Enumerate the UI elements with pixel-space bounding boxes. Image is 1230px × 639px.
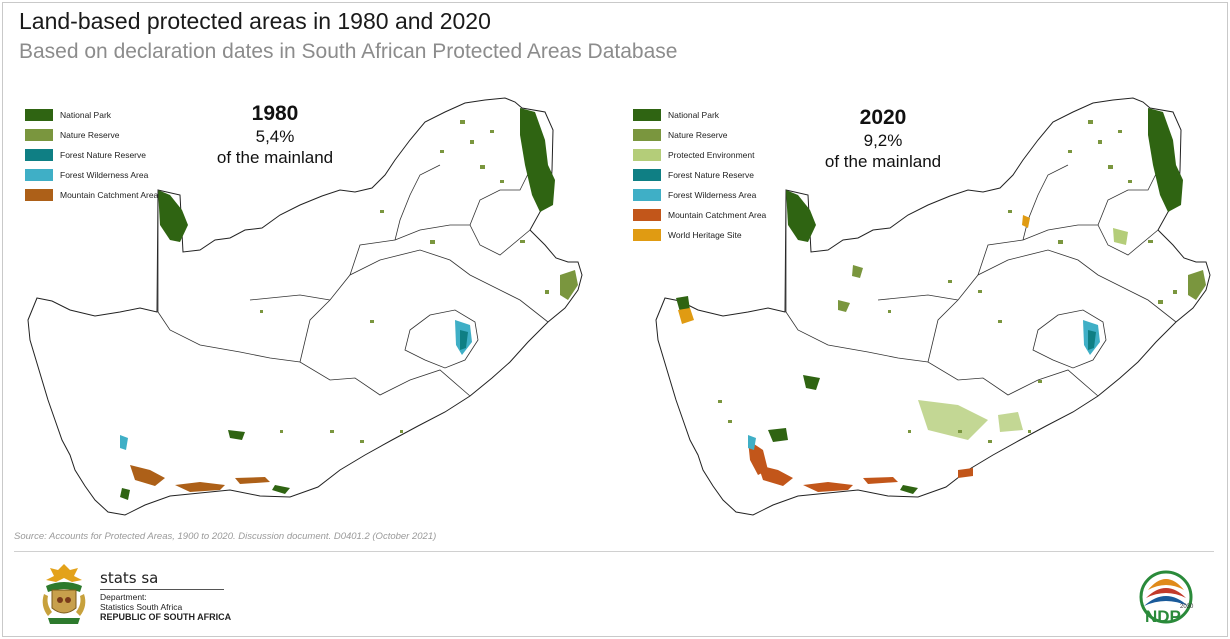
stat-description: of the mainland xyxy=(824,152,942,171)
legend-label: Mountain Catchment Area xyxy=(60,190,159,200)
ndp-text: NDP xyxy=(1145,607,1181,626)
stat-description: of the mainland xyxy=(216,148,334,167)
legend-item: Protected Environment xyxy=(633,145,766,165)
page-subtitle: Based on declaration dates in South Afri… xyxy=(19,40,678,63)
page-title: Land-based protected areas in 1980 and 2… xyxy=(19,8,491,34)
legend-label: Forest Wilderness Area xyxy=(60,170,149,180)
legend-item: Nature Reserve xyxy=(25,125,158,145)
legend-item: National Park xyxy=(25,105,158,125)
legend-swatch xyxy=(633,209,661,221)
brand-rule xyxy=(100,589,224,590)
legend-label: Forest Wilderness Area xyxy=(668,190,757,200)
ndp-2030-logo-icon: 2030 NDP xyxy=(1139,570,1194,626)
legend-item: Forest Nature Reserve xyxy=(633,165,766,185)
stat-year: 1980 xyxy=(251,102,299,125)
legend-label: World Heritage Site xyxy=(668,230,742,240)
legend-item: Mountain Catchment Area xyxy=(25,185,158,205)
country-name: REPUBLIC OF SOUTH AFRICA xyxy=(100,612,232,622)
footer-divider xyxy=(14,551,1214,552)
legend-swatch xyxy=(633,189,661,201)
brand-name: stats sa xyxy=(100,569,159,587)
map-2020 xyxy=(655,97,1211,516)
legend-swatch xyxy=(633,229,661,241)
legend-label: Protected Environment xyxy=(668,150,755,160)
legend-item: Nature Reserve xyxy=(633,125,766,145)
department-label: Department: xyxy=(100,592,147,602)
legend-swatch xyxy=(633,129,661,141)
ndp-year: 2030 xyxy=(1180,604,1194,610)
stat-percent: 9,2% xyxy=(863,131,903,150)
legend-swatch xyxy=(25,129,53,141)
legend-item: World Heritage Site xyxy=(633,225,766,245)
legend-item: Forest Wilderness Area xyxy=(25,165,158,185)
legend-swatch xyxy=(25,169,53,181)
legend-label: Mountain Catchment Area xyxy=(668,210,767,220)
legend-item: Mountain Catchment Area xyxy=(633,205,766,225)
legend-swatch xyxy=(633,169,661,181)
legend-label: Nature Reserve xyxy=(668,130,728,140)
legend-label: Forest Nature Reserve xyxy=(668,170,754,180)
stat-1980: 1980 5,4% of the mainland xyxy=(205,102,345,168)
provincial-boundaries xyxy=(785,159,1177,397)
stats-sa-logo: stats sa Department: Statistics South Af… xyxy=(100,569,231,622)
legend-item: National Park xyxy=(633,105,766,125)
legend-label: National Park xyxy=(668,110,720,120)
legend-swatch xyxy=(633,149,661,161)
stat-2020: 2020 9,2% of the mainland xyxy=(813,106,953,172)
source-note: Source: Accounts for Protected Areas, 19… xyxy=(14,531,437,542)
stat-year: 2020 xyxy=(859,106,907,129)
legend-swatch xyxy=(633,109,661,121)
legend-label: Forest Nature Reserve xyxy=(60,150,146,160)
stat-percent: 5,4% xyxy=(255,127,295,146)
legend-2020: National Park Nature Reserve Protected E… xyxy=(633,105,766,245)
legend-swatch xyxy=(25,109,53,121)
legend-swatch xyxy=(25,149,53,161)
map-1980 xyxy=(27,97,583,516)
legend-item: Forest Nature Reserve xyxy=(25,145,158,165)
legend-label: National Park xyxy=(60,110,112,120)
legend-label: Nature Reserve xyxy=(60,130,120,140)
legend-swatch xyxy=(25,189,53,201)
legend-item: Forest Wilderness Area xyxy=(633,185,766,205)
department-name: Statistics South Africa xyxy=(100,602,183,612)
coat-of-arms-icon xyxy=(42,564,86,624)
legend-1980: National Park Nature Reserve Forest Natu… xyxy=(25,105,158,205)
